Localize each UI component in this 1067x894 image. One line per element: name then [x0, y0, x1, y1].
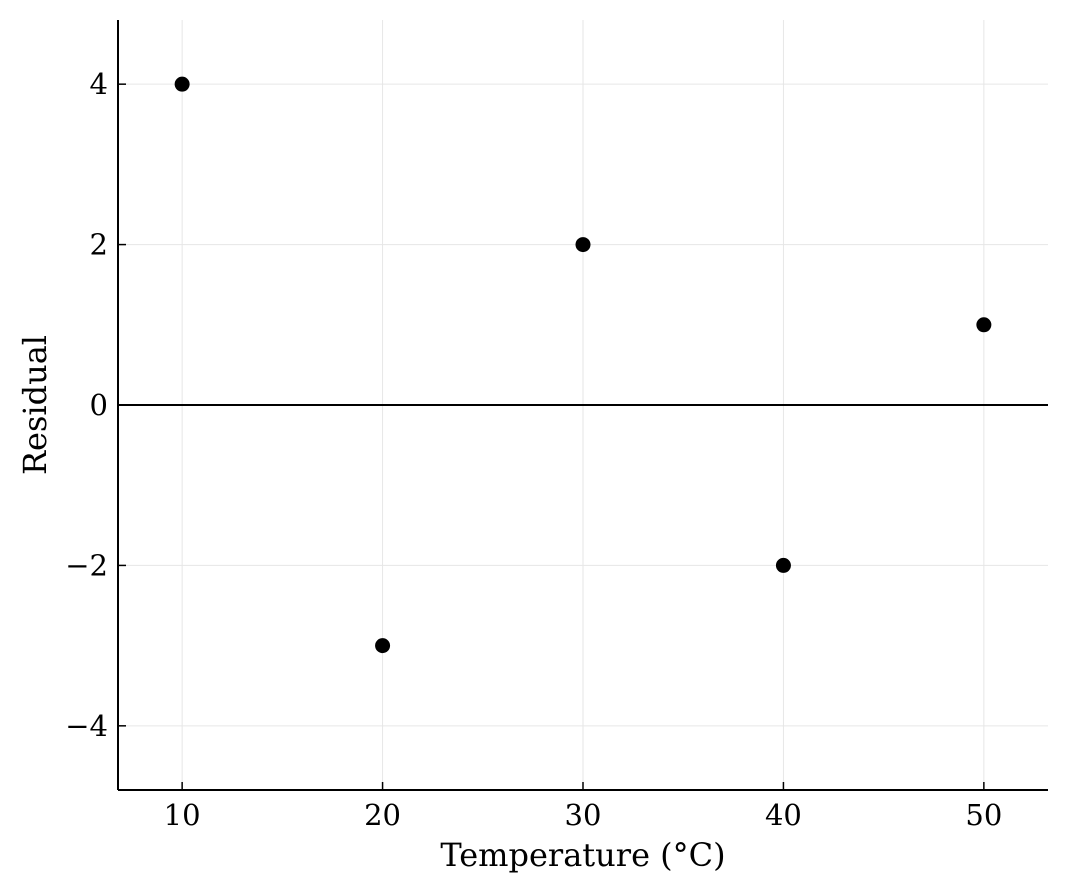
data-points — [174, 76, 992, 654]
y-tick-label: −4 — [65, 709, 108, 743]
data-point — [375, 638, 391, 654]
data-point — [976, 317, 992, 333]
x-tick-label: 50 — [965, 798, 1002, 832]
x-axis-title: Temperature (°C) — [440, 836, 725, 874]
data-point — [775, 557, 791, 573]
y-tick-label: −2 — [65, 548, 108, 582]
data-point — [575, 237, 591, 253]
y-axis-title: Residual — [16, 335, 54, 475]
x-tick-label: 10 — [164, 798, 201, 832]
x-tick-label: 30 — [565, 798, 602, 832]
axis-ticks: 10 20 30 40 50 −4 −2 0 2 4 — [65, 67, 1002, 832]
x-tick-label: 40 — [765, 798, 802, 832]
x-tick-label: 20 — [364, 798, 401, 832]
y-tick-label: 2 — [90, 228, 108, 262]
y-tick-label: 4 — [90, 67, 108, 101]
data-point — [174, 76, 190, 92]
y-tick-label: 0 — [90, 388, 108, 422]
